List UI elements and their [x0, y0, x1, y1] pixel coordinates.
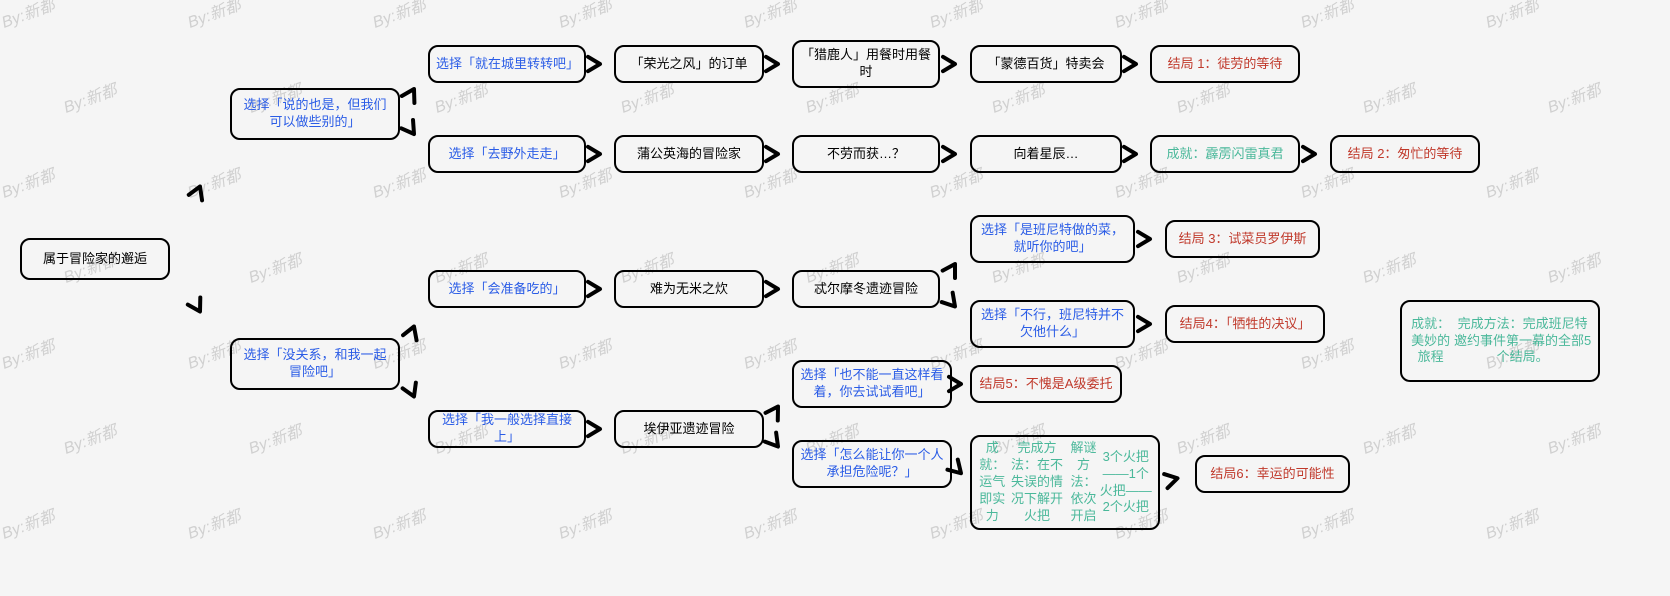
node-s2a: 忒尔摩冬遗迹冒险 — [792, 270, 940, 308]
node-achFin: 成就：美妙的旅程完成方法：完成班尼特邀约事件第一幕的全部5个结局。 — [1400, 300, 1600, 382]
node-s1a: 「猎鹿人」用餐时用餐时 — [792, 40, 940, 88]
node-t2b1: 结局5：不愧是A级委托 — [970, 365, 1122, 403]
node-t1a: 「蒙德百货」特卖会 — [970, 45, 1122, 83]
node-r2a: 难为无米之炊 — [614, 270, 764, 308]
node-c1b: 选择「去野外走走」 — [428, 135, 586, 173]
node-s2b1: 选择「也不能一直这样看着，你去试试看吧」 — [792, 360, 952, 408]
node-t2a1: 选择「是班尼特做的菜，就听你的吧」 — [970, 215, 1135, 263]
node-c1: 选择「说的也是，但我们可以做些别的」 — [230, 88, 400, 140]
node-e2: 结局 2：匆忙的等待 — [1330, 135, 1480, 173]
node-c2b: 选择「我一般选择直接上」 — [428, 410, 586, 448]
node-t2a2: 选择「不行，班尼特并不欠他什么」 — [970, 300, 1135, 348]
node-e6: 结局6：幸运的可能性 — [1195, 455, 1350, 493]
node-s2b2: 选择「怎么能让你一个人承担危险呢？」 — [792, 440, 952, 488]
node-r1a: 「荣光之风」的订单 — [614, 45, 764, 83]
node-root: 属于冒险家的邂逅 — [20, 238, 170, 280]
node-c1a: 选择「就在城里转转吧」 — [428, 45, 586, 83]
node-t1b: 向着星辰… — [970, 135, 1122, 173]
node-s1b: 不劳而获…？ — [792, 135, 940, 173]
diagram-canvas: 属于冒险家的邂逅 选择「说的也是，但我们可以做些别的」选择「没关系，和我一起冒险吧… — [0, 0, 1670, 596]
node-e1: 结局 1：徒劳的等待 — [1150, 45, 1300, 83]
node-c2: 选择「没关系，和我一起冒险吧」 — [230, 338, 400, 390]
node-t2b2: 成就：运气即实力完成方法：在不失误的情况下解开火把解谜方法：依次开启3个火把——… — [970, 435, 1160, 530]
node-c2a: 选择「会准备吃的」 — [428, 270, 586, 308]
node-r2b: 埃伊亚遗迹冒险 — [614, 410, 764, 448]
node-ach1: 成就：霹雳闪雷真君 — [1150, 135, 1300, 173]
node-r1b: 蒲公英海的冒险家 — [614, 135, 764, 173]
node-e4: 结局4：「牺牲的决议」 — [1165, 305, 1325, 343]
node-e3: 结局 3：试菜员罗伊斯 — [1165, 220, 1320, 258]
